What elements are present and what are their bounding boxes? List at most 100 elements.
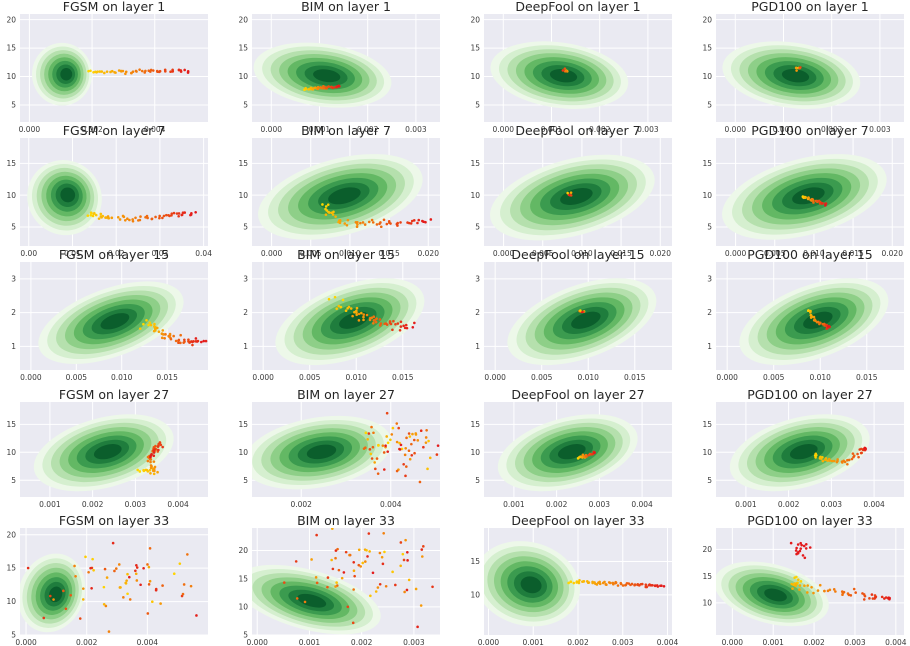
subplot-7: 0.000 0.005 0.010 0.015 0.020 5 10 15 DeepFool o… <box>470 123 672 258</box>
adversarial-point <box>619 582 623 586</box>
adversarial-point <box>186 553 189 556</box>
adversarial-point <box>795 546 798 550</box>
kde-contour <box>789 444 818 460</box>
x-tick-label: 0.000 <box>20 373 42 382</box>
x-tick-label: 0.001 <box>541 125 563 134</box>
adversarial-point <box>102 602 106 606</box>
adversarial-point <box>431 585 434 589</box>
adversarial-point <box>125 579 128 582</box>
adversarial-point <box>307 88 310 91</box>
adversarial-point <box>398 448 402 451</box>
adversarial-point <box>149 464 153 467</box>
kde-contour <box>313 69 341 83</box>
adversarial-point <box>346 218 350 222</box>
subplot-10: 0.000 0.005 0.010 0.015 1 2 3 BIM on layer 15 <box>243 247 440 382</box>
adversarial-point <box>411 326 415 329</box>
subplot-3: 0.000 0.001 0.002 0.003 5 10 15 20 DeepFool on l… <box>470 0 672 134</box>
adversarial-point <box>840 460 844 463</box>
adversarial-point <box>826 589 830 593</box>
adversarial-point <box>139 583 142 587</box>
adversarial-point <box>327 297 331 301</box>
y-tick-label: 15 <box>702 159 712 168</box>
adversarial-point <box>378 318 382 321</box>
y-tick-label: 20 <box>6 530 16 539</box>
adversarial-point <box>419 429 423 433</box>
x-tick-label: 0.002 <box>357 125 379 134</box>
adversarial-point <box>580 310 584 314</box>
adversarial-point <box>349 307 353 310</box>
adversarial-point <box>399 320 403 324</box>
adversarial-point <box>169 70 172 74</box>
adversarial-point <box>158 69 162 73</box>
adversarial-point <box>148 321 152 324</box>
adversarial-point <box>605 583 608 587</box>
y-tick-label: 10 <box>6 191 16 200</box>
adversarial-point <box>396 322 400 325</box>
adversarial-point <box>427 439 430 443</box>
adversarial-point <box>175 212 179 215</box>
adversarial-point <box>122 215 126 219</box>
x-tick-label: 0.000 <box>484 373 506 382</box>
adversarial-point <box>146 612 150 615</box>
adversarial-point <box>819 457 823 460</box>
adversarial-point <box>852 455 855 459</box>
adversarial-point <box>172 572 176 576</box>
y-tick-label: 5 <box>707 223 712 232</box>
adversarial-point <box>828 459 832 462</box>
adversarial-point <box>116 215 120 219</box>
y-tick-label: 15 <box>238 44 248 53</box>
adversarial-point <box>367 220 371 224</box>
subplot-2: 0.000 0.001 0.002 0.003 5 10 15 20 BIM on layer … <box>238 0 440 134</box>
adversarial-point <box>138 218 142 222</box>
adversarial-point <box>585 455 588 458</box>
adversarial-point <box>823 458 827 462</box>
x-tick-label: 0.015 <box>392 373 414 382</box>
adversarial-point <box>381 444 385 447</box>
subplot-title: PGD100 on layer 7 <box>751 123 869 138</box>
adversarial-point <box>398 441 401 445</box>
kde-contour <box>60 68 73 81</box>
y-tick-label: 10 <box>702 72 712 81</box>
subplot-title: FGSM on layer 7 <box>63 123 165 138</box>
y-tick-label: 5 <box>11 223 16 232</box>
adversarial-point <box>561 69 565 72</box>
adversarial-point <box>385 323 389 326</box>
y-tick-label: 20 <box>702 545 712 554</box>
adversarial-point <box>90 587 93 590</box>
y-tick-label: 15 <box>470 159 480 168</box>
adversarial-point <box>832 459 836 463</box>
adversarial-point <box>587 453 590 457</box>
y-tick-label: 15 <box>238 159 248 168</box>
adversarial-point <box>399 325 403 328</box>
y-tick-label: 10 <box>470 191 480 200</box>
adversarial-point <box>194 337 198 340</box>
adversarial-point <box>152 329 156 333</box>
adversarial-point <box>149 323 153 327</box>
adversarial-point <box>790 582 794 586</box>
adversarial-point <box>387 220 391 223</box>
adversarial-point <box>148 579 152 583</box>
adversarial-point <box>616 584 620 587</box>
adversarial-point <box>89 566 92 570</box>
x-tick-label: 0.005 <box>764 249 786 258</box>
adversarial-point <box>62 589 65 593</box>
adversarial-point <box>609 581 612 585</box>
adversarial-point <box>107 630 111 633</box>
x-tick-label: 0.000 <box>261 125 283 134</box>
adversarial-point <box>150 217 154 221</box>
adversarial-point <box>791 587 794 590</box>
kde-contour <box>93 444 122 460</box>
x-tick-label: 0.010 <box>339 249 361 258</box>
adversarial-point <box>863 446 867 450</box>
adversarial-point <box>612 582 615 586</box>
adversarial-point <box>821 459 825 463</box>
adversarial-point <box>161 445 164 449</box>
adversarial-point <box>333 295 337 299</box>
adversarial-point <box>128 218 131 222</box>
subplot-1: 0.000 0.002 0.004 5 10 15 20 FGSM on layer 1 <box>6 0 208 134</box>
adversarial-point <box>334 556 337 560</box>
y-tick-label: 1 <box>475 342 480 351</box>
x-tick-label: 0.003 <box>125 500 147 509</box>
adversarial-point <box>809 316 813 319</box>
adversarial-point <box>121 69 125 73</box>
